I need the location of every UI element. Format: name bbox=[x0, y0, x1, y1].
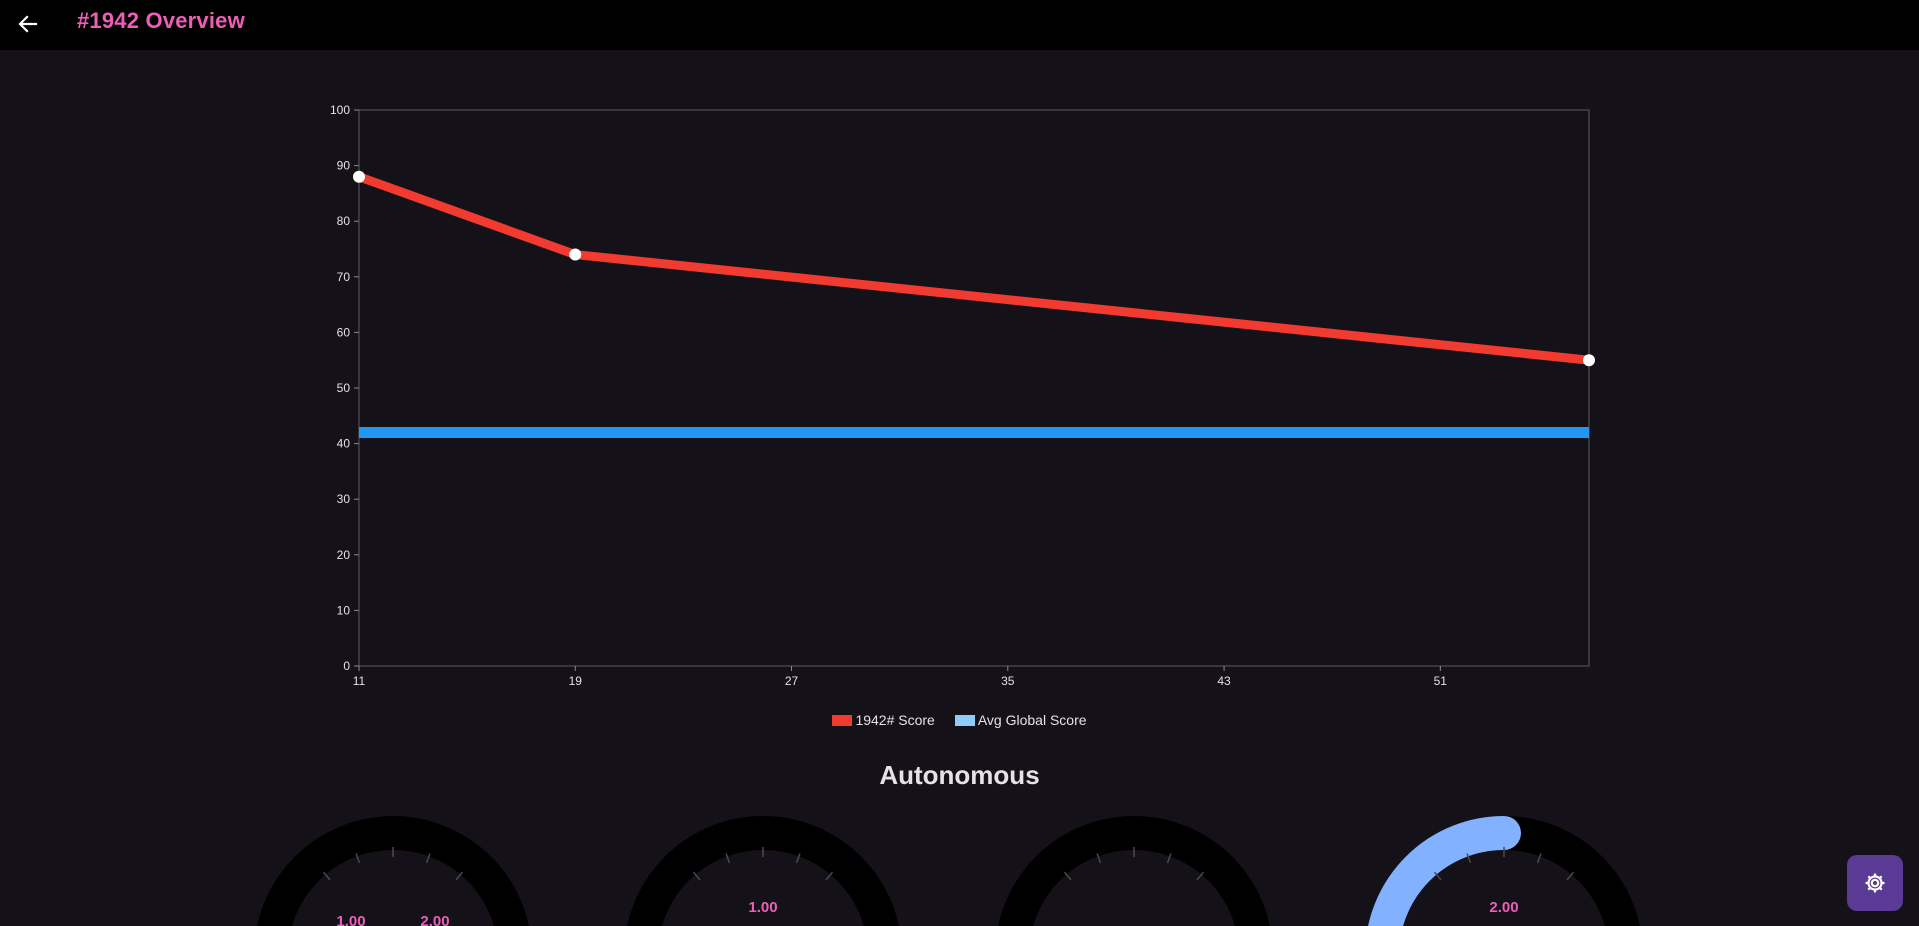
gauge-tick bbox=[1064, 871, 1072, 881]
y-tick-label: 20 bbox=[337, 548, 351, 562]
gauge-tick bbox=[1434, 871, 1442, 881]
gauge-tick bbox=[1196, 871, 1204, 881]
legend-label-team: 1942# Score bbox=[855, 712, 935, 728]
gear-icon bbox=[1865, 873, 1885, 893]
gauge-tick bbox=[323, 871, 331, 881]
data-point bbox=[1583, 354, 1595, 367]
y-tick-label: 30 bbox=[337, 492, 351, 506]
y-tick-label: 80 bbox=[337, 214, 351, 228]
gauge-tick bbox=[693, 871, 701, 881]
gauge-track bbox=[257, 816, 529, 926]
gauge-tick bbox=[825, 871, 833, 881]
legend-swatch-team bbox=[832, 714, 853, 726]
gauge-tick bbox=[725, 853, 731, 864]
gauge-tick bbox=[425, 853, 431, 864]
y-tick-label: 0 bbox=[343, 659, 350, 673]
x-tick-label: 19 bbox=[569, 674, 583, 688]
gauge-track bbox=[998, 816, 1270, 926]
gauge-tick bbox=[455, 871, 463, 881]
legend-item-team-score[interactable]: 1942# Score bbox=[832, 712, 935, 728]
x-tick-label: 35 bbox=[1001, 674, 1015, 688]
gauge-label: 1.00 bbox=[748, 899, 777, 916]
chart-legend: 1942# Score Avg Global Score bbox=[0, 712, 1919, 728]
y-tick-label: 10 bbox=[337, 603, 351, 617]
score-line-chart: 0 10 20 30 40 50 60 70 80 90 100 11 19 27 35 43 51 bbox=[330, 103, 1595, 688]
gauge-tick bbox=[1096, 853, 1102, 864]
gauge-tick bbox=[1536, 853, 1542, 864]
legend-item-avg-score[interactable]: Avg Global Score bbox=[954, 712, 1087, 728]
y-tick-label: 40 bbox=[337, 437, 351, 451]
gauge-label: 2.00 bbox=[420, 913, 449, 926]
gauge-tick bbox=[355, 853, 361, 864]
arrow-left-icon bbox=[18, 15, 38, 33]
gauge-fill bbox=[1368, 816, 1521, 926]
y-tick-label: 90 bbox=[337, 159, 351, 173]
gauge-label: 2.00 bbox=[1489, 899, 1518, 916]
x-tick-label: 27 bbox=[785, 674, 799, 688]
gauge-tick bbox=[1166, 853, 1172, 864]
settings-button[interactable] bbox=[1847, 855, 1903, 911]
page-title: #1942 Overview bbox=[77, 8, 245, 33]
gauge-tick bbox=[795, 853, 801, 864]
gauge-track bbox=[627, 816, 899, 926]
x-tick-label: 11 bbox=[353, 674, 366, 688]
app-bar: #1942 Overview bbox=[0, 0, 1919, 50]
legend-label-avg: Avg Global Score bbox=[977, 712, 1087, 728]
gauge-label: 1.00 bbox=[336, 913, 365, 926]
x-tick-label: 51 bbox=[1434, 674, 1448, 688]
data-point bbox=[353, 170, 365, 183]
y-tick-label: 100 bbox=[330, 103, 350, 117]
x-tick-label: 43 bbox=[1217, 674, 1231, 688]
y-tick-label: 60 bbox=[337, 325, 351, 339]
data-point bbox=[569, 248, 582, 261]
gauge-tick bbox=[1466, 853, 1472, 864]
section-title: Autonomous bbox=[879, 760, 1040, 790]
back-button[interactable] bbox=[14, 10, 42, 38]
gauge-tick bbox=[1566, 871, 1574, 881]
legend-swatch-avg bbox=[954, 714, 975, 726]
y-tick-label: 70 bbox=[337, 270, 351, 284]
y-tick-label: 50 bbox=[337, 381, 351, 395]
